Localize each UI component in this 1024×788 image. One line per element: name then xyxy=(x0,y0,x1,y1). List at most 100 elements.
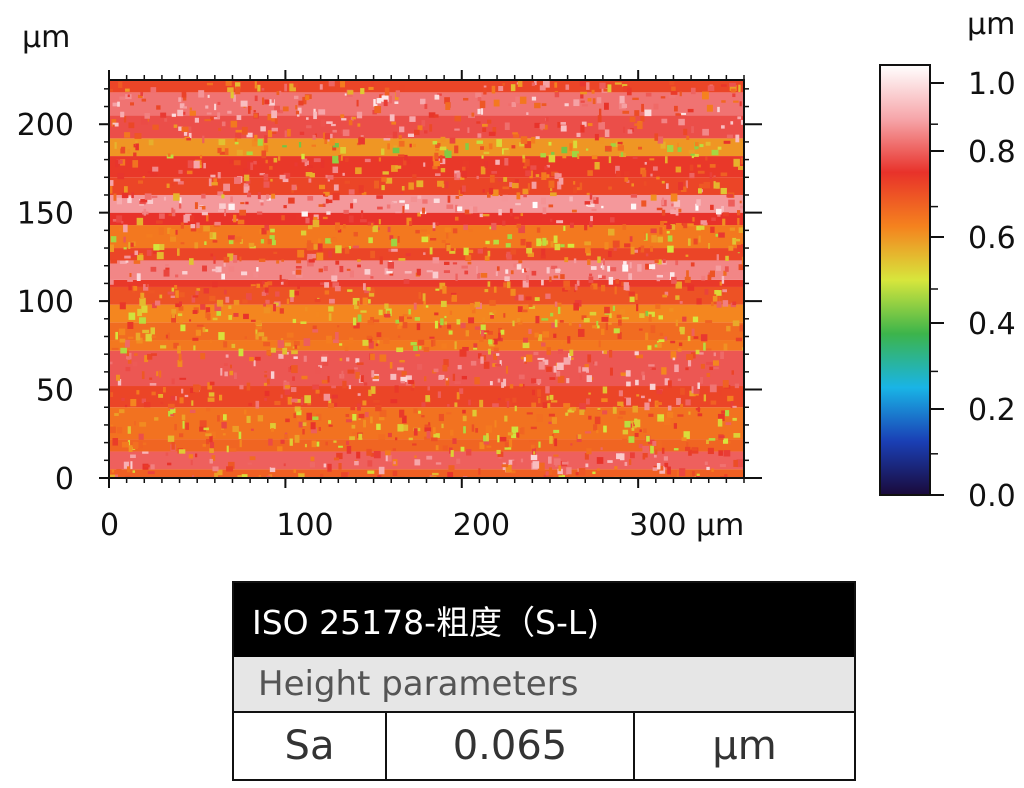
texture-speck xyxy=(553,275,559,279)
texture-speck xyxy=(468,228,473,232)
parameter-value-cell: 0.065 xyxy=(387,713,635,779)
texture-speck xyxy=(273,157,278,163)
colorbar-tick-label: 1.0 xyxy=(968,67,1016,102)
texture-speck xyxy=(318,204,324,207)
texture-speck xyxy=(121,146,126,154)
texture-speck xyxy=(141,398,146,404)
texture-speck xyxy=(641,200,647,207)
texture-speck xyxy=(249,245,256,249)
texture-speck xyxy=(137,441,143,449)
texture-speck xyxy=(700,334,708,342)
texture-speck xyxy=(253,160,257,165)
texture-speck xyxy=(634,123,638,126)
texture-speck xyxy=(503,177,508,182)
texture-speck xyxy=(401,371,407,377)
texture-speck xyxy=(250,319,256,322)
texture-speck xyxy=(131,192,134,199)
texture-speck xyxy=(604,145,612,152)
texture-speck xyxy=(200,304,206,310)
texture-speck xyxy=(520,356,526,360)
texture-speck xyxy=(479,442,485,450)
table-title: ISO 25178-粗度（S-L) xyxy=(234,583,854,657)
texture-speck xyxy=(491,222,497,231)
texture-speck xyxy=(526,247,533,254)
texture-speck xyxy=(624,461,628,466)
texture-speck xyxy=(567,409,575,413)
texture-speck xyxy=(387,143,390,150)
texture-speck xyxy=(455,195,460,199)
texture-speck xyxy=(225,80,232,86)
texture-speck xyxy=(130,102,134,106)
texture-speck xyxy=(384,268,389,275)
texture-speck xyxy=(383,99,388,107)
texture-speck xyxy=(440,300,447,308)
texture-speck xyxy=(526,412,533,415)
texture-speck xyxy=(634,432,639,437)
texture-speck xyxy=(188,132,192,139)
texture-speck xyxy=(306,242,314,251)
texture-speck xyxy=(586,192,591,196)
texture-speck xyxy=(609,367,613,376)
texture-speck xyxy=(394,385,399,393)
texture-speck xyxy=(439,323,442,328)
texture-speck xyxy=(706,104,713,112)
texture-speck xyxy=(173,342,179,349)
texture-speck xyxy=(318,109,326,115)
texture-speck xyxy=(673,448,679,451)
texture-speck xyxy=(536,238,542,247)
texture-speck xyxy=(503,149,510,156)
texture-speck xyxy=(656,207,663,211)
texture-speck xyxy=(482,127,487,132)
texture-speck xyxy=(151,353,157,356)
texture-speck xyxy=(124,132,131,138)
texture-speck xyxy=(428,112,436,118)
texture-speck xyxy=(367,221,375,226)
texture-speck xyxy=(549,436,553,444)
texture-speck xyxy=(148,139,154,146)
texture-speck xyxy=(454,128,460,131)
texture-speck xyxy=(664,336,668,341)
texture-speck xyxy=(665,183,669,189)
texture-speck xyxy=(667,405,672,411)
texture-speck xyxy=(217,469,223,476)
texture-speck xyxy=(418,410,421,414)
texture-speck xyxy=(710,226,715,233)
texture-speck xyxy=(531,96,537,101)
texture-speck xyxy=(127,94,130,98)
texture-speck xyxy=(335,332,339,340)
texture-speck xyxy=(319,84,323,90)
texture-speck xyxy=(119,96,126,100)
texture-speck xyxy=(194,242,199,249)
texture-speck xyxy=(141,371,145,380)
texture-speck xyxy=(477,353,482,359)
texture-speck xyxy=(719,464,726,468)
texture-speck xyxy=(285,396,290,401)
texture-speck xyxy=(384,313,391,318)
texture-speck xyxy=(294,434,300,443)
texture-speck xyxy=(482,214,490,217)
texture-speck xyxy=(629,452,635,459)
texture-speck xyxy=(141,98,147,102)
texture-speck xyxy=(510,288,516,296)
texture-speck xyxy=(221,421,227,429)
texture-speck xyxy=(726,194,734,198)
texture-speck xyxy=(297,249,305,258)
texture-speck xyxy=(351,116,356,120)
texture-speck xyxy=(533,451,536,455)
texture-speck xyxy=(502,220,506,226)
texture-speck xyxy=(559,320,564,323)
texture-speck xyxy=(476,140,483,144)
texture-speck xyxy=(401,185,405,191)
texture-speck xyxy=(601,263,605,270)
texture-speck xyxy=(351,432,359,435)
table-section-header: Height parameters xyxy=(234,657,854,713)
texture-speck xyxy=(283,463,286,467)
texture-speck xyxy=(534,297,540,301)
texture-speck xyxy=(223,183,231,192)
texture-speck xyxy=(519,383,523,387)
texture-speck xyxy=(432,472,439,476)
texture-speck xyxy=(123,236,126,243)
texture-speck xyxy=(183,106,187,109)
texture-speck xyxy=(558,465,562,472)
texture-speck xyxy=(376,332,382,338)
